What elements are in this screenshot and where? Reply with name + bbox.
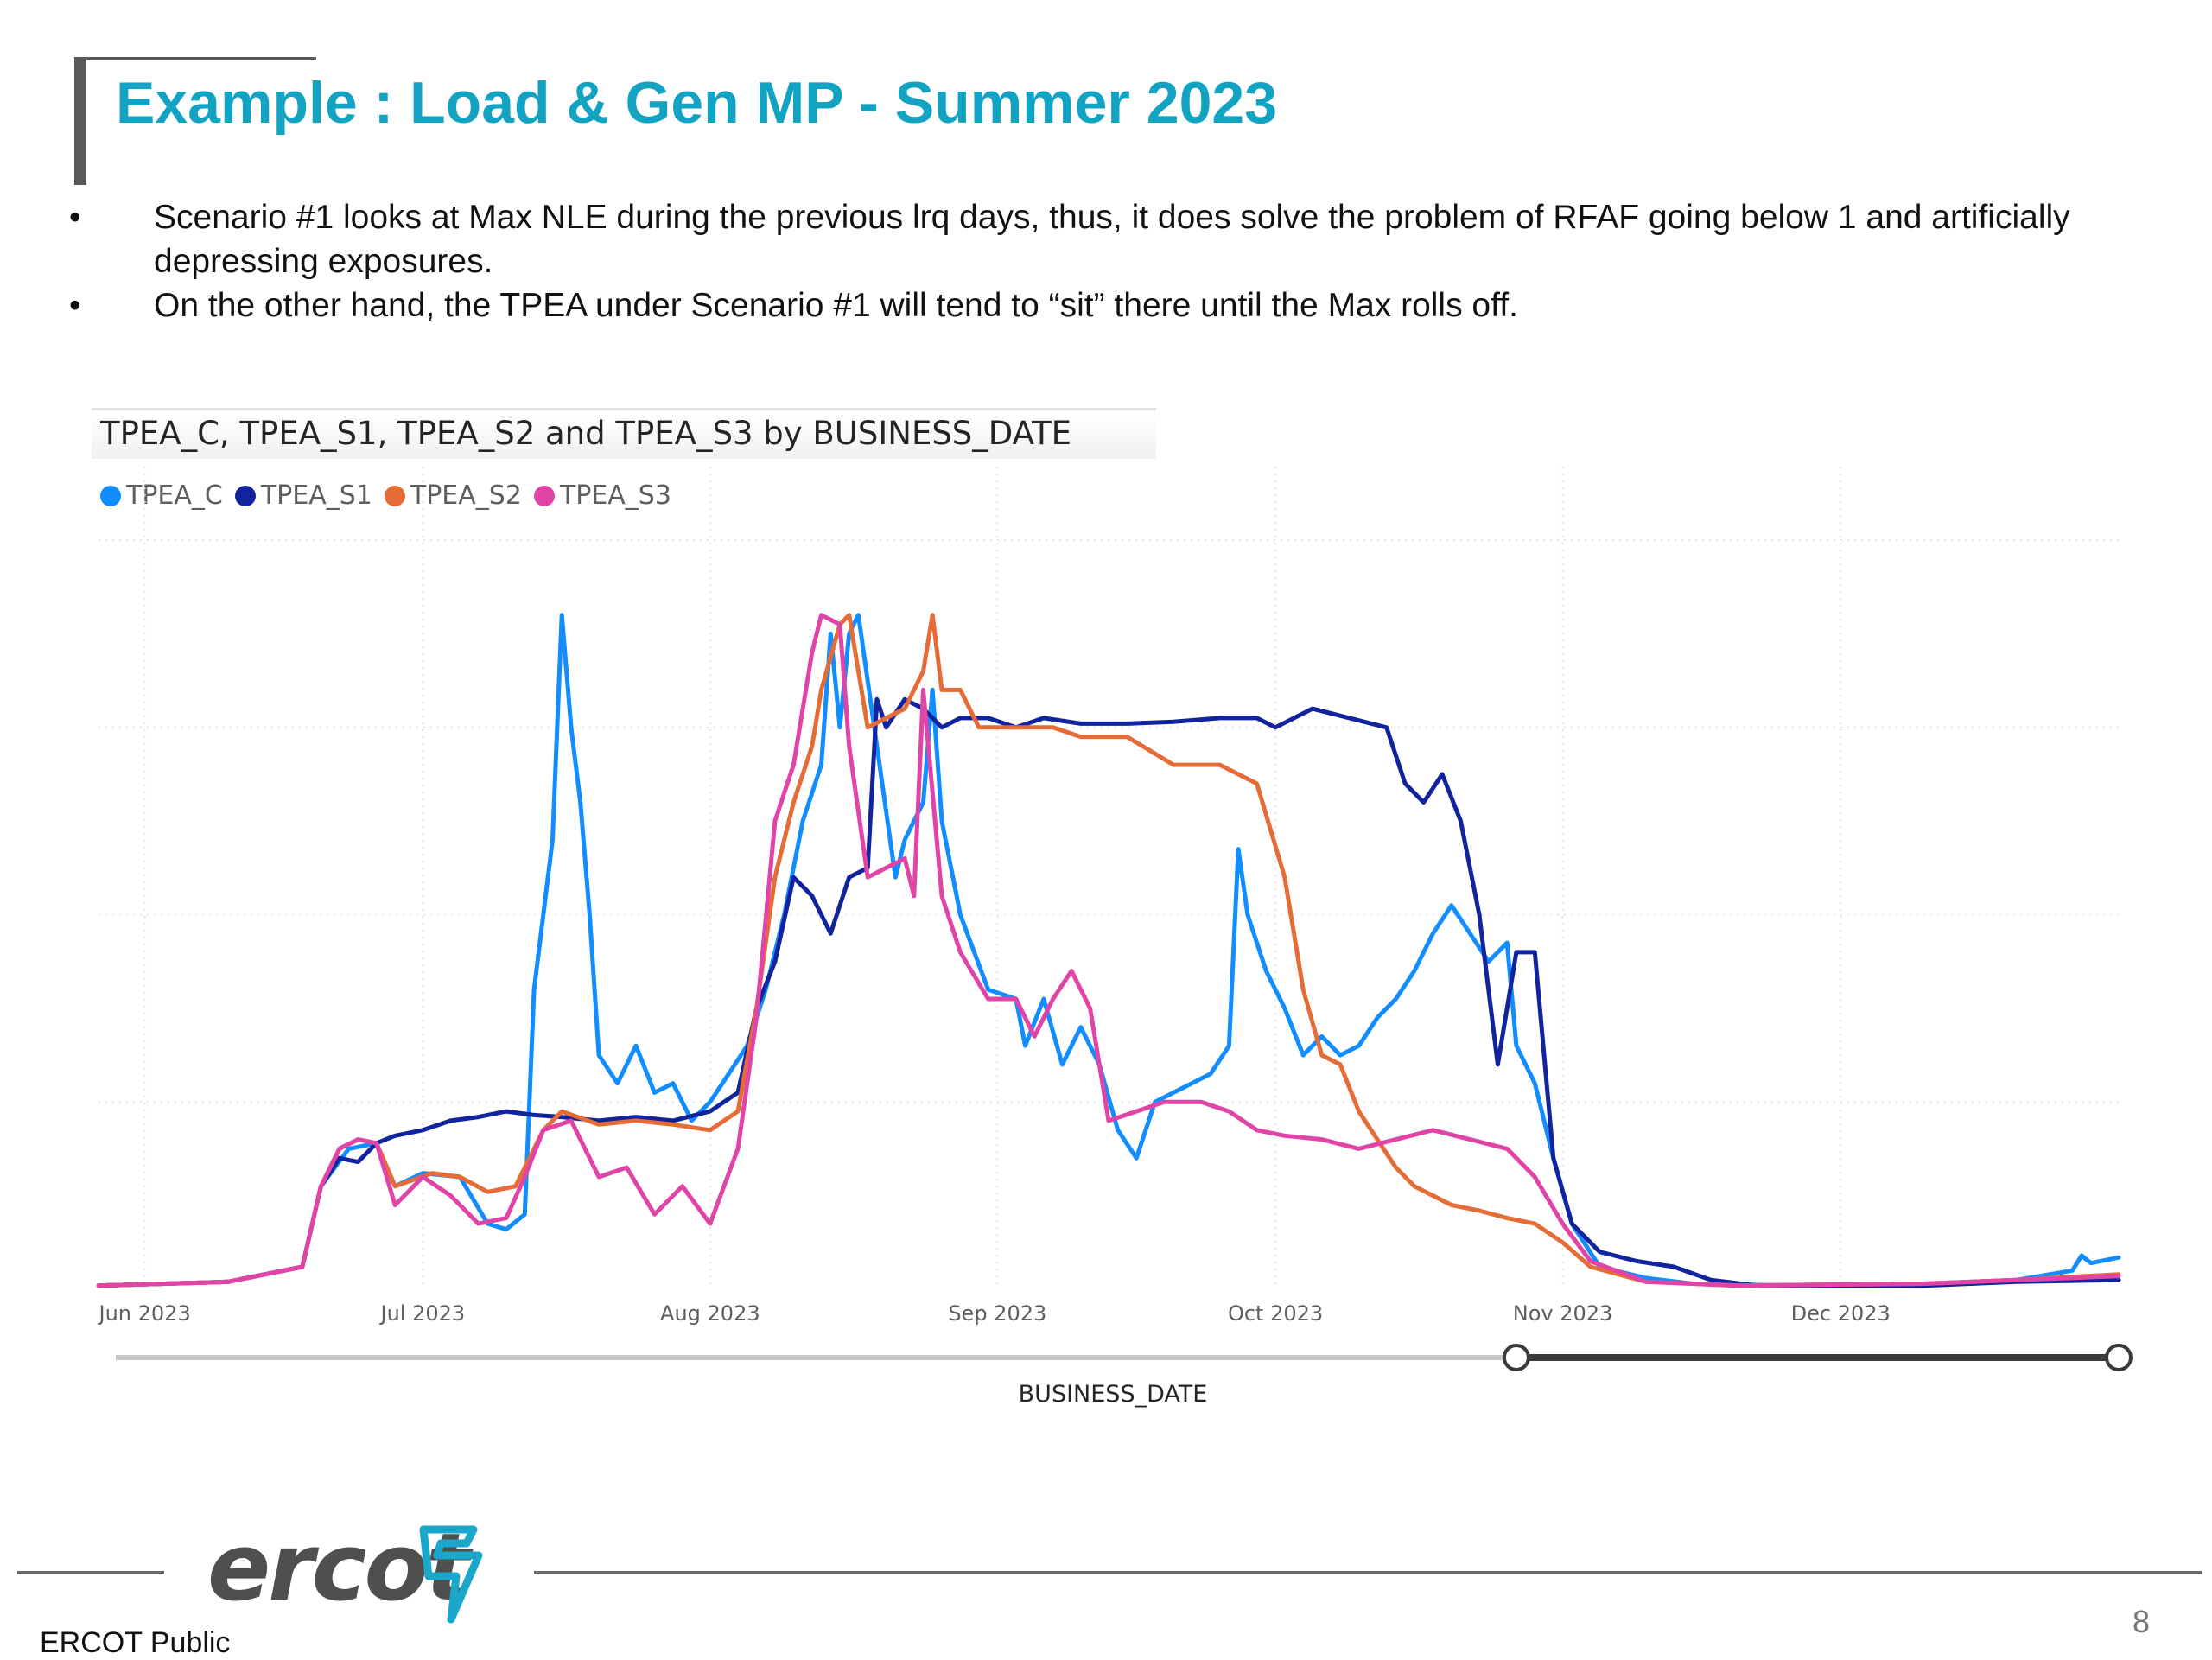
range-slider-handle[interactable]: [2105, 1344, 2133, 1371]
slide-title: Example : Load & Gen MP - Summer 2023: [116, 70, 1278, 136]
legend-marker: [384, 485, 405, 506]
chart-title: TPEA_C, TPEA_S1, TPEA_S2 and TPEA_S3 by …: [100, 415, 1072, 452]
bullet-text: On the other hand, the TPEA under Scenar…: [154, 287, 1518, 324]
legend-marker: [234, 485, 256, 506]
chart-header-band: [92, 408, 1156, 459]
line-chart: Jun 2023 Jul 2023 Aug 2023 Sep 2023 Oct 2023…: [96, 467, 2133, 1408]
series-line-tpea-s1: [96, 696, 2121, 1288]
x-tick-label: Sep 2023: [948, 1301, 1046, 1326]
legend-item-tpea-s3[interactable]: TPEA_S3: [533, 480, 671, 511]
bullet-text: Scenario #1 looks at Max NLE during the …: [154, 199, 2070, 280]
legend-item-tpea-c[interactable]: TPEA_C: [100, 480, 223, 511]
x-axis-title: BUSINESS_DATE: [1019, 1381, 1208, 1408]
legend-marker: [533, 485, 555, 506]
x-tick-label: Nov 2023: [1513, 1301, 1613, 1326]
bullet-marker: •: [69, 287, 81, 324]
legend-item-tpea-s2[interactable]: TPEA_S2: [384, 480, 522, 511]
x-tick-label: Jul 2023: [379, 1301, 466, 1326]
legend-label: TPEA_S1: [260, 480, 372, 511]
ercot-logo-mark-icon: [419, 1525, 483, 1624]
bullet-item: • Scenario #1 looks at Max NLE during th…: [69, 195, 2143, 283]
series-line-tpea-s3: [96, 613, 2121, 1288]
series-line-tpea-s2: [96, 613, 2121, 1288]
x-tick-label: Dec 2023: [1791, 1301, 1891, 1326]
classification-label: ERCOT Public: [40, 1626, 231, 1659]
page-number: 8: [2133, 1604, 2151, 1639]
footer-divider: [534, 1571, 2202, 1574]
series-line-tpea-c: [96, 613, 2121, 1288]
bullet-marker: •: [69, 199, 81, 236]
legend-item-tpea-s1[interactable]: TPEA_S1: [234, 480, 372, 511]
x-tick-label: Aug 2023: [660, 1301, 760, 1326]
x-tick-label: Oct 2023: [1228, 1301, 1323, 1326]
footer-divider: [17, 1571, 164, 1574]
legend-label: TPEA_S2: [410, 480, 522, 511]
bullet-list: • Scenario #1 looks at Max NLE during th…: [69, 195, 2143, 328]
x-tick-label: Jun 2023: [98, 1301, 191, 1326]
legend-marker: [100, 485, 121, 506]
title-accent-bar: [74, 57, 86, 185]
legend-label: TPEA_S3: [559, 480, 671, 511]
bullet-item: • On the other hand, the TPEA under Scen…: [69, 283, 2143, 328]
legend-label: TPEA_C: [126, 480, 223, 511]
title-accent-rule: [74, 57, 316, 60]
range-slider-handle[interactable]: [1502, 1344, 1530, 1371]
chart-legend: TPEA_C TPEA_S1 TPEA_S2 TPEA_S3: [100, 480, 683, 511]
